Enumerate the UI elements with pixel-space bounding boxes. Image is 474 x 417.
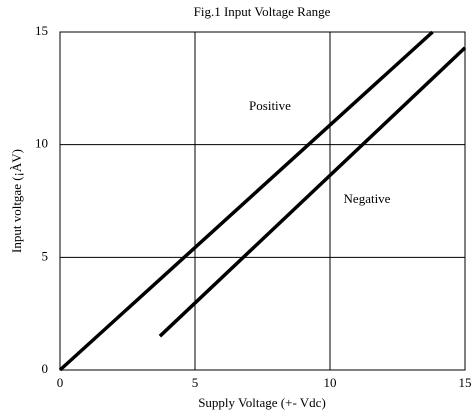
x-tick-label: 0 xyxy=(57,375,64,390)
x-tick-label: 15 xyxy=(459,375,472,390)
y-tick-label: 10 xyxy=(35,136,48,151)
x-axis-label: Supply Voltage (+- Vdc) xyxy=(198,395,326,410)
y-tick-label: 15 xyxy=(35,23,48,38)
series-line xyxy=(58,30,434,372)
y-axis-label: Input voltgae (¡ÀV) xyxy=(9,149,24,253)
y-tick-label: 5 xyxy=(42,248,49,263)
chart-title: Fig.1 Input Voltage Range xyxy=(194,4,331,19)
plot-frame xyxy=(59,31,466,371)
series-line xyxy=(158,46,467,338)
series-label: Positive xyxy=(249,98,291,113)
x-tick-label: 10 xyxy=(324,375,337,390)
series-label: Negative xyxy=(344,191,391,206)
x-tick-label: 5 xyxy=(192,375,199,390)
y-tick-label: 0 xyxy=(42,361,49,376)
